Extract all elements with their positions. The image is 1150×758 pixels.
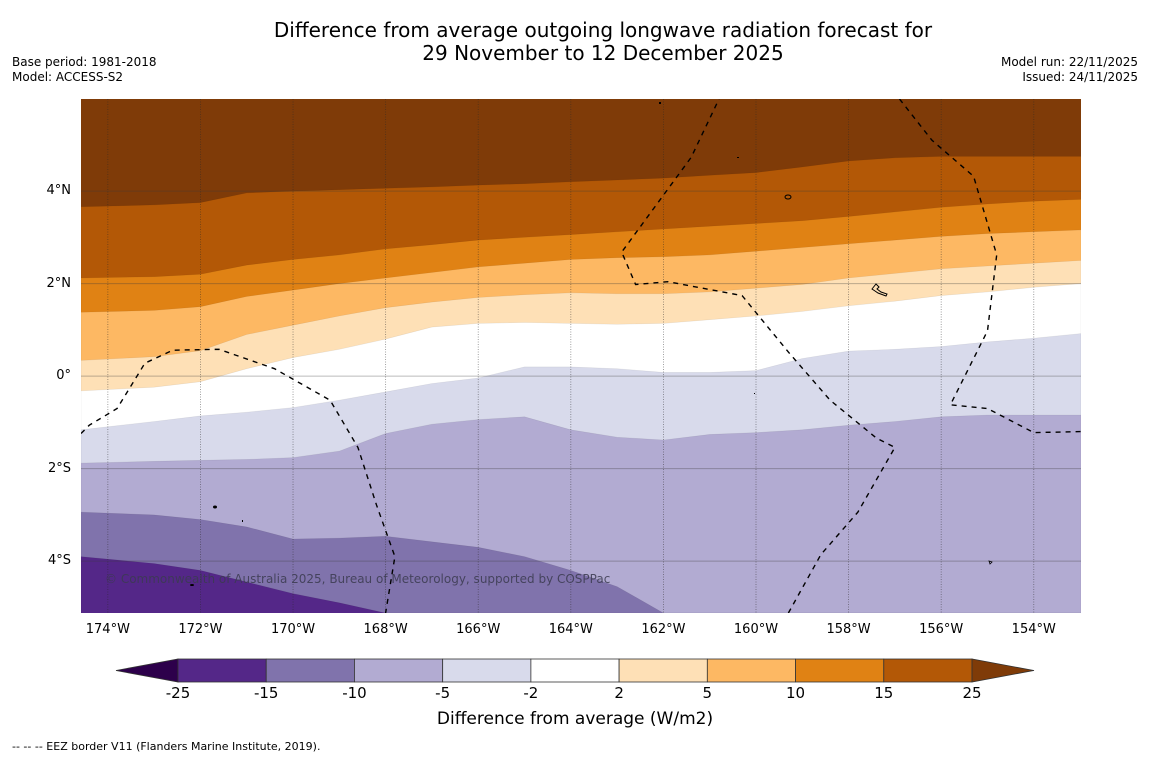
island [213,505,217,509]
eez-border-line [81,348,396,613]
colorbar-tick: 25 [962,684,982,702]
model-name: Model: ACCESS-S2 [12,70,124,84]
colorbar-tick: 2 [614,684,624,702]
eez-footnote: -- -- -- EEZ border V11 (Flanders Marine… [12,740,321,753]
colorbar-tick: -2 [523,684,539,702]
colorbar [115,658,1035,683]
lat-tick-label: 0° [56,368,71,384]
contour-bands [81,99,1081,613]
colorbar-tick: -5 [435,684,451,702]
colorbar-tick: -10 [342,684,367,702]
colorbar-label: Difference from average (W/m2) [436,709,714,729]
title-line-2: 29 November to 12 December 2025 [422,41,784,65]
lon-tick-label: 160°W [733,622,779,637]
island [190,584,194,586]
copyright-notice: © Commonwealth of Australia 2025, Bureau… [105,572,611,586]
colorbar-segment [795,658,885,683]
colorbar-extend-high [971,658,1035,683]
island [784,194,792,200]
island [659,102,661,104]
island [737,157,739,158]
colorbar-extend-low [115,658,179,683]
lon-tick-label: 172°W [178,622,223,637]
colorbar-segment [442,658,532,683]
lat-tick-label: 2°N [46,275,72,291]
colorbar-tick: 10 [786,684,806,702]
lon-tick-label: 162°W [641,622,686,637]
band--25--15 [81,556,1081,613]
lon-tick-label: 158°W [826,622,871,637]
issued-date: Issued: 24/11/2025 [1022,70,1138,84]
colorbar-segment [530,658,620,683]
lon-tick-label: 170°W [270,622,316,637]
eez-border-line [620,99,896,613]
colorbar-segment [618,658,708,683]
chart-title: Difference from average outgoing longwav… [0,19,1150,65]
eez-border-line [898,99,1081,434]
colorbar-tick: 15 [874,684,894,702]
colorbar-tick: 5 [702,684,713,702]
model-run: Model run: 22/11/2025 [1000,55,1138,69]
island [754,393,755,394]
lon-tick-label: 174°W [85,622,130,637]
lat-tick-label: 4°N [46,183,72,199]
colorbar-segment [177,658,267,683]
base-period: Base period: 1981-2018 [12,55,157,69]
lat-tick-label: 2°S [47,460,71,476]
colorbar-segment [706,658,796,683]
lon-tick-label: 166°W [456,622,501,637]
colorbar-segment [354,658,444,683]
meta-right: Model run: 22/11/2025 Issued: 24/11/2025 [1001,55,1138,85]
colorbar-tick: -15 [253,684,279,702]
lat-tick-label: 4°S [47,553,71,569]
lon-tick-label: 164°W [548,622,593,637]
lon-tick-label: 156°W [919,622,964,637]
colorbar-segment [883,658,973,683]
islands [190,102,993,586]
lon-tick-label: 168°W [363,622,408,637]
colorbar-tick: -25 [165,684,191,702]
lon-tick-label: 154°W [1011,622,1056,637]
island [988,560,993,565]
island [871,283,888,297]
title-line-1: Difference from average outgoing longwav… [273,18,933,42]
graticule [81,99,1081,613]
colorbar-segment [265,658,355,683]
meta-left: Base period: 1981-2018 Model: ACCESS-S2 [12,55,157,85]
island [242,520,243,522]
eez-borders [81,99,1081,613]
